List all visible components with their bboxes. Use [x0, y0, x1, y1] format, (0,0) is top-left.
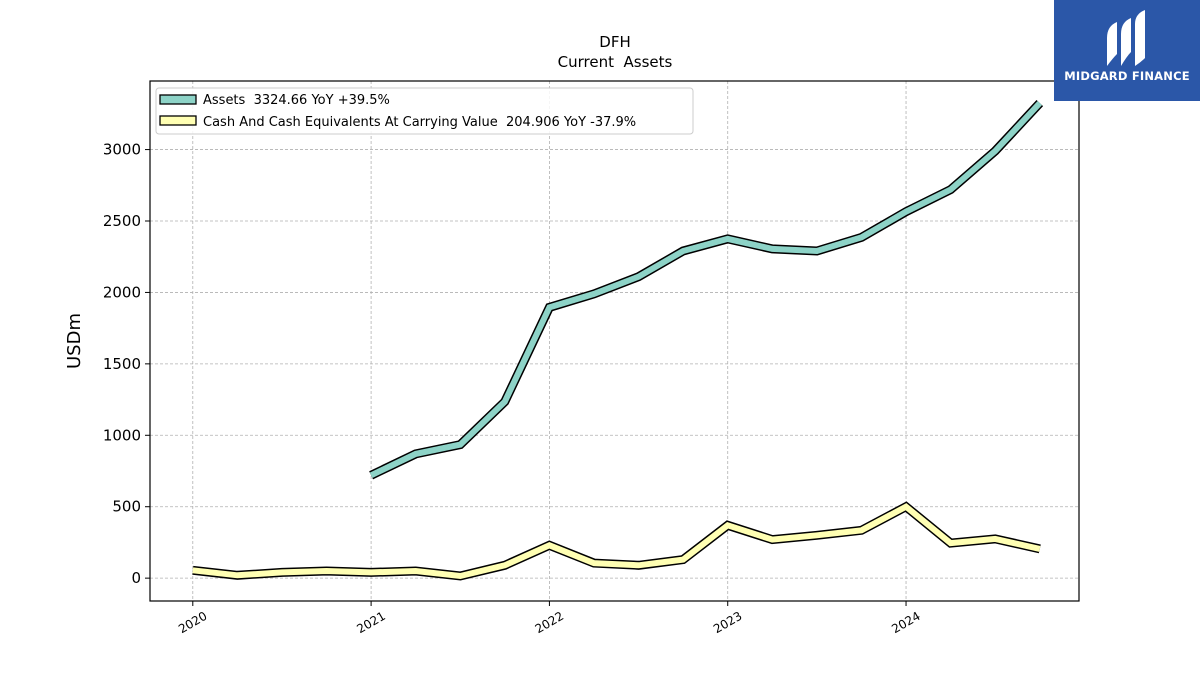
legend-swatch-cash — [159, 115, 197, 126]
brand-logo-mark — [1107, 10, 1145, 66]
series-outline-0 — [369, 100, 1044, 480]
legend: Assets 3324.66 YoY +39.5% Cash And Cash … — [155, 87, 694, 135]
y-axis-label: USDm — [64, 313, 85, 369]
y-tick-label: 1500 — [103, 355, 141, 373]
legend-box — [155, 87, 694, 135]
x-tick-label: 2020 — [176, 609, 209, 636]
chart-title: DFH — [599, 33, 630, 51]
y-tick-label: 500 — [112, 498, 141, 516]
series-lines — [192, 100, 1044, 581]
y-tick-label: 1000 — [103, 426, 141, 444]
y-axis: 0 500 1000 1500 2000 2500 3000 — [103, 141, 150, 587]
brand-logo-text: MIDGARD FINANCE — [1064, 69, 1190, 83]
series-line-1 — [192, 503, 1041, 580]
brand-logo: MIDGARD FINANCE — [1054, 0, 1200, 101]
x-axis: 2020 2021 2022 2023 2024 — [176, 601, 923, 636]
y-tick-label: 2000 — [103, 283, 141, 301]
legend-swatch-assets — [159, 94, 197, 105]
x-tick-label: 2022 — [533, 609, 566, 636]
grid — [150, 81, 1079, 601]
legend-label-assets: Assets 3324.66 YoY +39.5% — [203, 93, 390, 108]
y-tick-label: 3000 — [103, 141, 141, 159]
y-tick-label: 0 — [131, 569, 141, 587]
y-tick-label: 2500 — [103, 212, 141, 230]
chart-subtitle: Current Assets — [558, 53, 673, 71]
x-tick-label: 2023 — [711, 609, 744, 636]
x-tick-label: 2024 — [889, 609, 922, 636]
x-tick-label: 2021 — [354, 609, 387, 636]
legend-label-cash: Cash And Cash Equivalents At Carrying Va… — [203, 115, 636, 130]
plot-frame — [149, 80, 1080, 602]
series-line-0 — [369, 101, 1042, 479]
